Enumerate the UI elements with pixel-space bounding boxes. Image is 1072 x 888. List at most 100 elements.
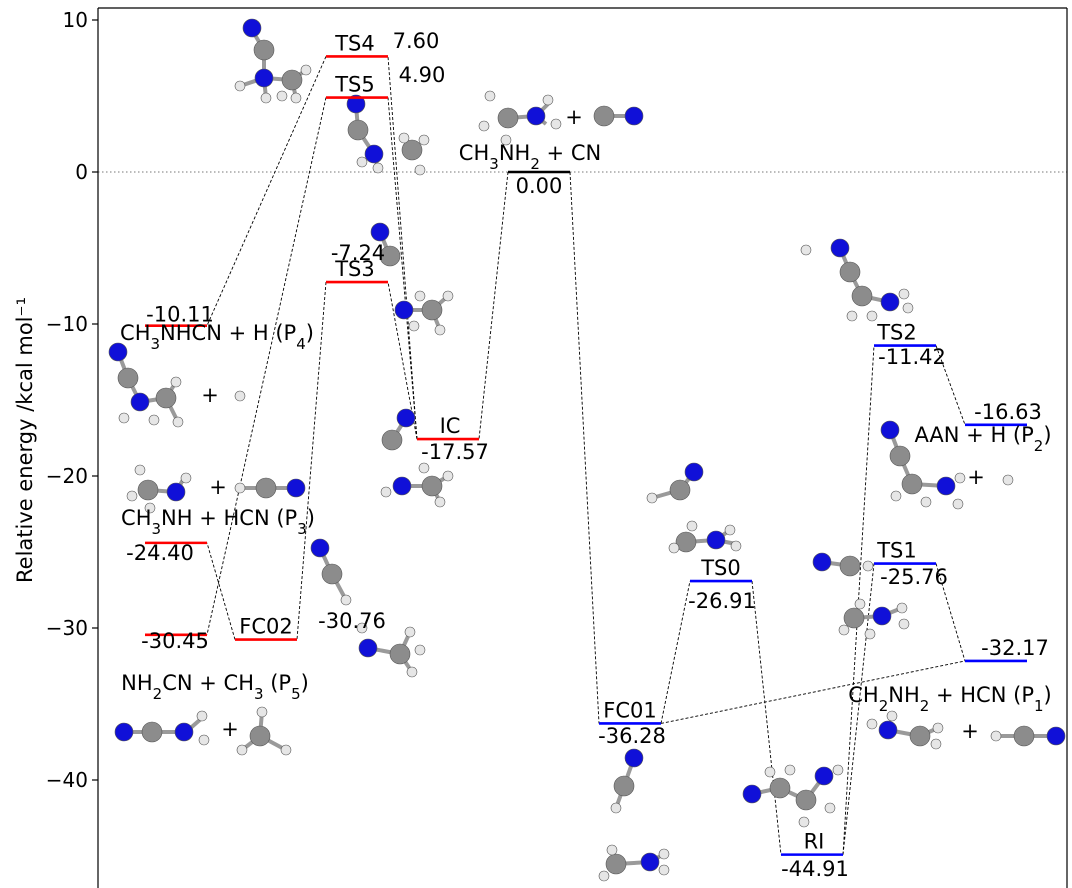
atom-H (172, 416, 184, 428)
atom-N (364, 144, 384, 164)
atom-N (286, 478, 306, 498)
atom-H (276, 90, 288, 102)
atom-H (846, 310, 858, 322)
atom-H (442, 290, 454, 302)
atom-H (380, 486, 392, 498)
y-tick-label--20: −20 (46, 464, 88, 488)
atom-N (114, 722, 134, 742)
atom-H (646, 492, 658, 504)
atom-C (769, 777, 791, 799)
atom-H (896, 602, 908, 614)
atom-N (880, 292, 900, 312)
atom-N (872, 606, 892, 626)
atom-N (166, 482, 186, 502)
atom-N (526, 106, 546, 126)
atom-N (370, 222, 390, 242)
atom-N (624, 748, 644, 768)
connection-lines (206, 56, 966, 855)
level-label-TS5: TS5 (334, 73, 375, 97)
species-name-P1: CH2NH2 + HCN (P1) (848, 683, 1051, 715)
atom-H (838, 624, 850, 636)
atom-H (686, 520, 698, 532)
level-value-FC02: -30.76 (318, 609, 386, 633)
atom-H (256, 706, 268, 718)
atom-C (851, 285, 873, 307)
connection-TS5-P5 (206, 97, 327, 635)
connection-TS0-RI (751, 580, 782, 855)
atom-C (839, 261, 861, 283)
atom-N (242, 18, 262, 38)
atom-H (198, 734, 210, 746)
atom-H (126, 490, 138, 502)
atom-H (866, 310, 878, 322)
atom-H (408, 320, 420, 332)
atom-H (234, 80, 246, 92)
level-value-TS2: -11.42 (878, 345, 946, 369)
level-label-RI: RI (804, 830, 825, 854)
atom-H (898, 618, 910, 630)
level-label-IC: IC (440, 414, 461, 438)
atom-C (379, 245, 401, 267)
level-label-TS1: TS1 (876, 539, 917, 563)
level-label-FC01: FC01 (603, 698, 656, 722)
atom-N (936, 476, 956, 496)
atom-H (658, 864, 670, 876)
y-tick-label-0: 0 (75, 160, 88, 184)
atom-H (930, 738, 942, 750)
level-value-TS4: 7.60 (393, 29, 440, 53)
atom-H (234, 482, 246, 494)
atom-N (392, 476, 412, 496)
plus-sign: + (209, 475, 227, 499)
plus-sign: + (565, 105, 583, 129)
atom-N (640, 852, 660, 872)
connection-IC-TS4 (387, 56, 418, 440)
level-label-TS2: TS2 (876, 321, 917, 345)
atom-C (795, 789, 817, 811)
atom-N (358, 638, 378, 658)
atom-H (598, 870, 610, 882)
atom-N (880, 420, 900, 440)
atom-C (249, 725, 271, 747)
atom-C (421, 299, 443, 321)
atom-H (1002, 474, 1014, 486)
atom-H (932, 722, 944, 734)
atom-H (290, 92, 302, 104)
atom-H (234, 390, 246, 402)
atom-H (668, 542, 680, 554)
atom-H (550, 118, 562, 130)
y-tick-label--10: −10 (46, 312, 88, 336)
atom-C (605, 853, 627, 875)
atom-N (624, 106, 644, 126)
atom-H (866, 718, 878, 730)
atom-N (108, 342, 128, 362)
atom-H (824, 802, 836, 814)
atom-H (118, 412, 130, 424)
connection-TS4-P4 (206, 56, 327, 326)
atom-H (414, 644, 426, 656)
atom-N (742, 784, 762, 804)
atom-H (902, 302, 914, 314)
atom-N (684, 462, 704, 482)
atom-C (839, 555, 861, 577)
atom-N (394, 300, 414, 320)
atom-H (862, 560, 874, 572)
level-value-P4: -10.11 (146, 303, 214, 327)
level-value-P3: -24.40 (126, 541, 194, 565)
atom-H (920, 496, 932, 508)
atom-H (398, 132, 410, 144)
level-label-TS4: TS4 (334, 31, 375, 55)
atom-H (300, 64, 312, 76)
atom-C (117, 367, 139, 389)
atom-C (1013, 725, 1035, 747)
atom-C (401, 139, 423, 161)
level-value-TS5: 4.90 (399, 63, 446, 87)
atom-H (854, 598, 866, 610)
plus-sign: + (967, 465, 985, 489)
atom-N (130, 392, 150, 412)
plus-sign: + (221, 717, 239, 741)
atom-H (404, 626, 416, 638)
atom-H (724, 524, 736, 536)
atom-C (255, 477, 277, 499)
axes: 10 0 −10 −20 −30 −40 Relative energy /kcal mol… (13, 7, 1068, 888)
